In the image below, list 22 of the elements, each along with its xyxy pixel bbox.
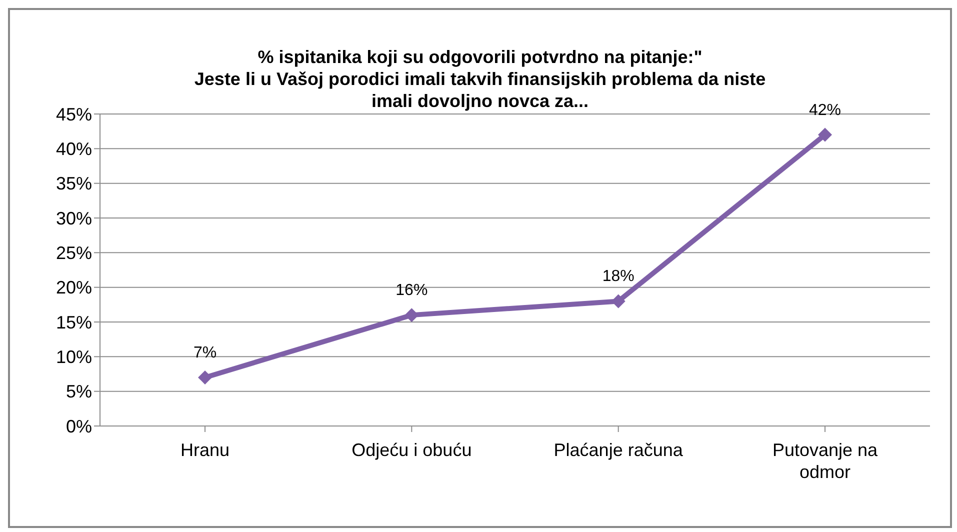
x-tick-label: Putovanje na odmor xyxy=(772,440,879,482)
y-tick-label: 0% xyxy=(66,416,92,436)
x-tick-label: Hranu xyxy=(180,440,230,460)
y-tick-label: 40% xyxy=(56,139,92,160)
text: 18% xyxy=(602,268,634,286)
point xyxy=(198,370,212,384)
y-tick-label: 45% xyxy=(56,104,92,124)
y-tick-label: 30% xyxy=(56,208,92,228)
text: 7% xyxy=(193,344,217,362)
point xyxy=(818,128,832,142)
y-tick-label: 10% xyxy=(56,347,92,368)
y-tick-label: 15% xyxy=(56,312,92,332)
x-tick-label: Odjeću i obuću xyxy=(352,440,472,460)
point xyxy=(404,308,419,322)
point xyxy=(611,294,626,308)
y-tick-label: 5% xyxy=(66,382,92,402)
y-tick-label: 25% xyxy=(56,243,92,264)
y-tick-label: 20% xyxy=(56,278,92,298)
y-tick-label: 35% xyxy=(56,174,92,194)
text: 16% xyxy=(396,282,428,300)
x-tick-label: Plaćanje računa xyxy=(554,440,684,460)
text: 42% xyxy=(808,102,842,119)
